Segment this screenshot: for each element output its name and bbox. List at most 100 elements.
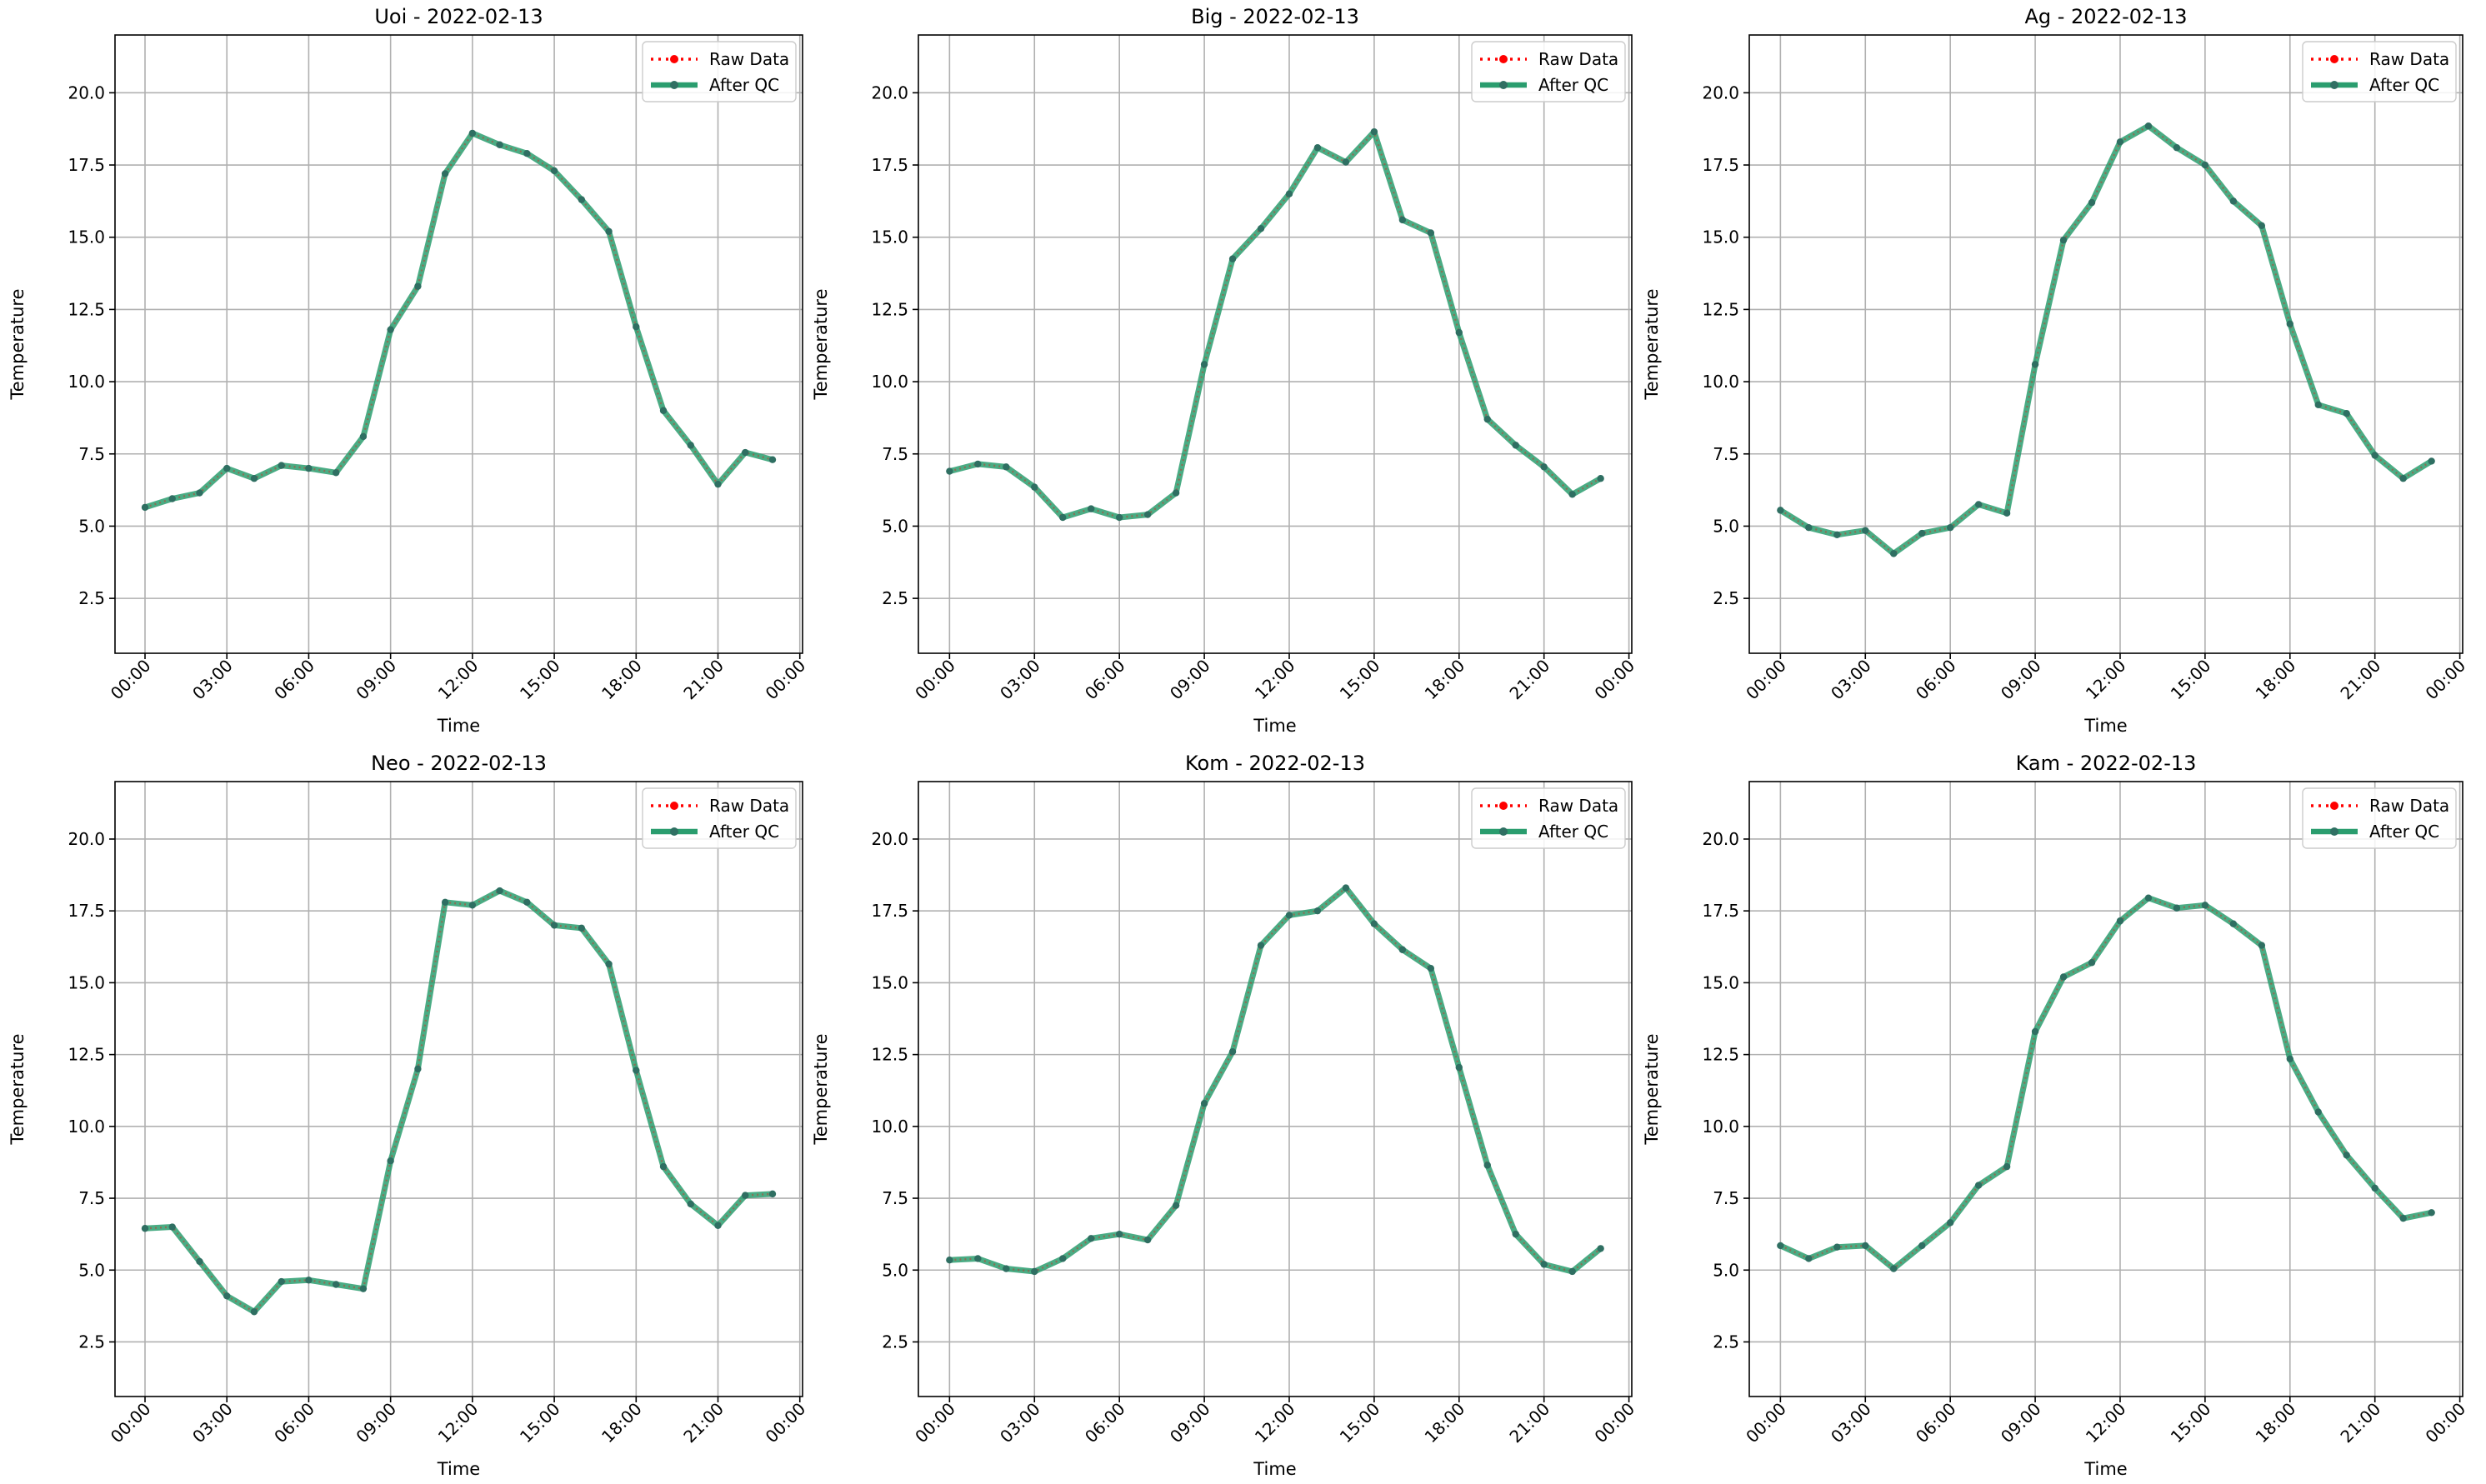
x-tick-label: 00:00 [1590,656,1638,704]
y-tick-label: 17.5 [1702,901,1739,921]
legend-marker-after-qc [2330,81,2338,89]
data-point [1143,511,1152,518]
x-tick-label: 21:00 [679,656,728,704]
data-point [1427,229,1435,237]
data-point [1257,225,1265,232]
y-tick-label: 12.5 [68,299,105,319]
data-point [1540,1261,1548,1268]
data-point [550,167,558,175]
series-line-after-qc [1777,122,2435,557]
x-tick-label: 18:00 [1421,1399,1469,1447]
legend-marker-raw-data [670,802,678,810]
data-point [496,141,503,148]
data-point [414,1065,422,1073]
data-point [2116,917,2124,925]
grid-lines [115,782,803,1397]
data-point [605,227,613,235]
subplot-4: 2.5 5.0 7.5 10.0 12.5 15.0 17.5 20.0 00:00 03:00 0… [8,752,809,1479]
x-tick-label: 03:00 [1827,656,1875,704]
data-point [1455,328,1463,337]
data-point [196,489,203,497]
y-tick-label: 15.0 [871,972,908,992]
data-point [2031,1027,2039,1036]
data-points [141,129,777,512]
data-point [523,149,531,157]
legend-label-raw-data: Raw Data [2369,49,2449,69]
data-points [946,127,1604,522]
subplot-6: 2.5 5.0 7.5 10.0 12.5 15.0 17.5 20.0 00:00 03:00 0… [1642,752,2469,1479]
series-line-raw-data [144,889,773,1313]
x-tick-label: 06:00 [1912,1399,1960,1447]
data-point [1597,475,1604,482]
y-tick-label: 2.5 [1713,1332,1739,1352]
y-tick-label: 15.0 [1702,972,1739,992]
legend-label-raw-data: Raw Data [2369,796,2449,816]
legend: Raw Data After QC [2302,787,2457,849]
x-tick-label: 00:00 [911,656,959,704]
subplot-title: Ag - 2022-02-13 [2024,5,2187,28]
grid-lines [1749,35,2463,653]
y-tick-label: 12.5 [68,1045,105,1065]
y-tick-label: 7.5 [78,1188,105,1208]
y-tick-label: 12.5 [1702,299,1739,319]
legend-label-after-qc: After QC [2369,75,2439,95]
data-point [2343,410,2350,417]
data-point [1031,1267,1038,1276]
data-point [2371,1184,2378,1192]
data-point [1313,907,1322,915]
data-point [742,448,749,457]
data-point [1946,523,1954,532]
data-point [1342,884,1350,892]
legend-label-after-qc: After QC [709,822,779,842]
x-tick-label: 12:00 [2082,656,2130,704]
data-point [946,467,953,475]
x-tick-label: 03:00 [188,1399,237,1447]
y-axis-label: Temperature [811,288,831,400]
data-point [1059,513,1067,522]
y-tick-label: 15.0 [1702,227,1739,247]
data-point [168,1223,176,1231]
data-point [1031,483,1038,491]
y-axis-label: Temperature [1642,1033,1662,1145]
grid-lines [918,782,1632,1397]
data-point [1805,1255,1813,1262]
data-point [2031,361,2039,368]
data-point [1890,550,1898,557]
y-tick-label: 7.5 [882,444,908,464]
y-tick-label: 2.5 [78,1332,105,1352]
data-point [742,1192,749,1199]
data-point [1483,1162,1491,1169]
x-tick-label: 06:00 [1912,656,1960,704]
data-point [305,464,313,472]
x-tick-label: 00:00 [911,1399,959,1447]
data-point [332,1281,340,1288]
y-axis-label: Temperature [811,1033,831,1145]
legend-label-raw-data: Raw Data [1538,796,1618,816]
x-tick-label: 09:00 [1997,656,2045,704]
y-tick-label: 7.5 [1713,1188,1739,1208]
x-tick-label: 00:00 [2421,1399,2469,1447]
data-point [1003,463,1010,471]
x-tick-label: 18:00 [2252,1399,2300,1447]
data-point [359,432,368,441]
series-line-raw-data [144,132,773,509]
data-point [1540,463,1548,471]
data-point [278,462,285,469]
data-point [1200,361,1208,368]
y-tick-label: 20.0 [68,829,105,849]
data-point [223,464,231,472]
y-tick-label: 5.0 [882,516,908,536]
x-tick-label: 09:00 [1166,656,1214,704]
y-tick-label: 20.0 [1702,82,1739,102]
data-point [387,1157,394,1165]
data-point [1805,523,1813,532]
x-tick-label: 09:00 [1166,1399,1214,1447]
data-point [1370,920,1378,927]
data-point [2229,197,2238,205]
y-tick-label: 10.0 [871,1117,908,1137]
data-point [1115,1230,1123,1238]
data-point [1398,946,1407,953]
y-axis-label: Temperature [8,1033,28,1145]
x-tick-label: 12:00 [1251,1399,1299,1447]
